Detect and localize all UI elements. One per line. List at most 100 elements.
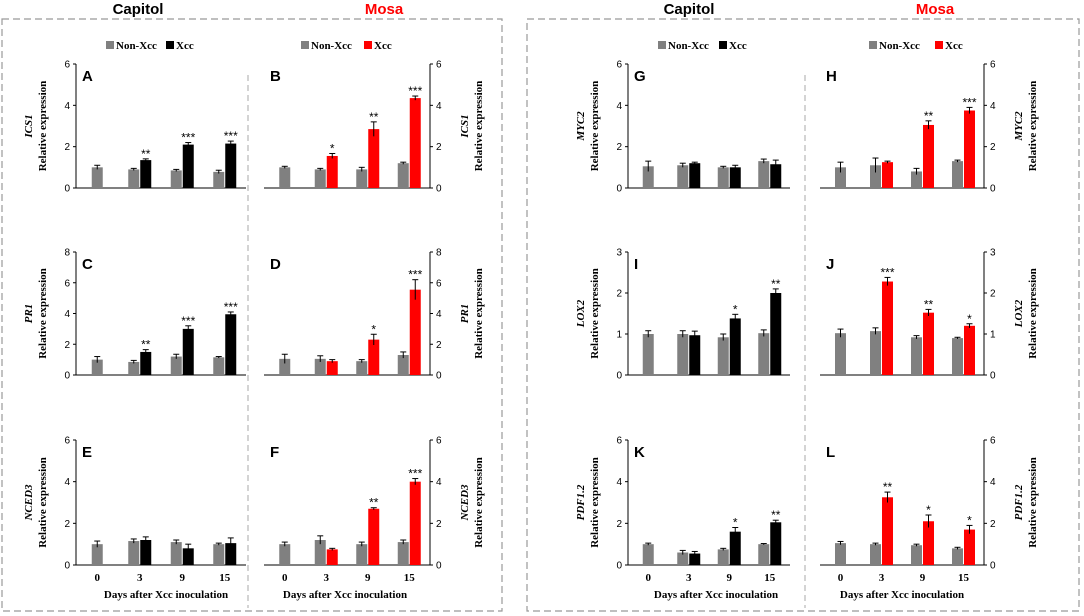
panel-K: 0 2 4 6 PDF1.2 Relative expression K 0 3 * 9 ** 15 xyxy=(575,436,790,584)
y-tick-label: 6 xyxy=(990,436,996,447)
bar-xcc xyxy=(182,328,194,375)
y-tick-label: 6 xyxy=(616,436,622,447)
x-tick-label: 9 xyxy=(180,572,186,584)
y-axis-gene-label: ICS1 xyxy=(459,114,471,138)
bar-non-xcc xyxy=(835,167,846,188)
panel-F: 0 2 4 6 NCED3 Relative expression F 0 3 ** 9 *** 15 xyxy=(264,436,485,584)
bar-non-xcc xyxy=(356,544,368,565)
header-left-mosa: Mosa xyxy=(365,1,404,18)
bar-non-xcc xyxy=(397,163,409,188)
y-tick-label: 4 xyxy=(64,309,70,320)
panel-letter: G xyxy=(634,68,646,85)
bar-non-xcc xyxy=(356,169,368,188)
panel-letter: J xyxy=(826,256,834,273)
panel-letter: B xyxy=(270,68,281,85)
bar-non-xcc xyxy=(870,331,881,375)
y-axis-gene-label: LOX2 xyxy=(1013,299,1025,328)
y-axis-title: Relative expression xyxy=(37,268,49,359)
y-tick-label: 4 xyxy=(64,101,70,112)
bar-xcc xyxy=(326,361,338,375)
bar-xcc xyxy=(923,312,934,375)
y-tick-label: 4 xyxy=(616,101,622,112)
right-group-frame xyxy=(526,18,1080,612)
bar-non-xcc xyxy=(911,337,922,375)
x-tick-label: 3 xyxy=(686,572,692,584)
bar-non-xcc xyxy=(279,358,291,375)
y-tick-label: 0 xyxy=(436,184,442,195)
bar-xcc xyxy=(326,549,338,565)
bar-xcc xyxy=(368,508,380,565)
y-tick-label: 6 xyxy=(436,436,442,447)
bar-non-xcc xyxy=(835,543,846,565)
bar-non-xcc xyxy=(870,544,881,565)
significance-label: * xyxy=(926,503,931,517)
y-tick-label: 0 xyxy=(436,371,442,382)
legend-label-treated: Xcc xyxy=(945,40,963,52)
y-tick-label: 2 xyxy=(64,519,70,530)
significance-label: *** xyxy=(224,129,238,143)
legend-swatch-treated xyxy=(719,41,727,49)
y-tick-label: 3 xyxy=(616,248,622,259)
bar-xcc xyxy=(368,339,380,375)
panel-letter: H xyxy=(826,68,837,85)
significance-label: ** xyxy=(883,480,893,494)
bar-non-xcc xyxy=(835,333,846,375)
bar-non-xcc xyxy=(170,356,182,375)
bar-non-xcc xyxy=(870,165,881,188)
y-axis-gene-label: MYC2 xyxy=(1013,111,1025,142)
bar-xcc xyxy=(964,325,975,375)
legend-swatch-control xyxy=(658,41,666,49)
bar-non-xcc xyxy=(677,334,689,375)
bar-non-xcc xyxy=(717,167,729,188)
y-axis-gene-label: MYC2 xyxy=(575,111,587,142)
y-tick-label: 1 xyxy=(990,330,996,341)
panel-letter: D xyxy=(270,256,281,273)
bar-non-xcc xyxy=(758,333,770,375)
bar-non-xcc xyxy=(642,544,654,565)
bar-non-xcc xyxy=(91,544,103,565)
legend-label-control: Non-Xcc xyxy=(668,40,709,52)
significance-label: * xyxy=(967,312,972,326)
bar-non-xcc xyxy=(356,361,368,375)
significance-label: ** xyxy=(771,508,781,522)
bar-xcc xyxy=(923,521,934,565)
significance-label: *** xyxy=(962,95,976,109)
significance-label: ** xyxy=(771,277,781,291)
bar-non-xcc xyxy=(952,338,963,375)
x-tick-label: 3 xyxy=(137,572,143,584)
bar-non-xcc xyxy=(314,540,326,565)
panel-letter: A xyxy=(82,68,93,85)
y-tick-label: 6 xyxy=(64,278,70,289)
panel-L: 0 2 4 6 PDF1.2 Relative expression L 0 ** 3 * 9 * 15 xyxy=(820,436,1039,584)
y-axis-title: Relative expression xyxy=(473,457,485,548)
panel-letter: K xyxy=(634,444,645,461)
y-tick-label: 6 xyxy=(990,60,996,71)
bar-non-xcc xyxy=(170,542,182,565)
x-tick-label: 15 xyxy=(764,572,776,584)
y-tick-label: 4 xyxy=(990,477,996,488)
significance-label: * xyxy=(733,302,738,316)
x-axis-title-E: Days after Xcc inoculation xyxy=(104,589,228,601)
bar-xcc xyxy=(140,540,152,565)
bar-xcc xyxy=(689,553,701,565)
x-axis-title-K: Days after Xcc inoculation xyxy=(654,589,778,601)
y-tick-label: 8 xyxy=(64,248,70,259)
y-tick-label: 3 xyxy=(990,248,996,259)
legend-swatch-treated xyxy=(166,41,174,49)
y-axis-gene-label: ICS1 xyxy=(23,114,35,138)
bar-non-xcc xyxy=(952,161,963,188)
significance-label: * xyxy=(733,516,738,530)
header-left-capitol: Capitol xyxy=(113,1,164,18)
bar-non-xcc xyxy=(91,359,103,375)
bar-non-xcc xyxy=(642,334,654,375)
bar-xcc xyxy=(225,543,237,565)
significance-label: ** xyxy=(369,110,379,124)
x-tick-label: 3 xyxy=(324,572,330,584)
x-axis-title-F: Days after Xcc inoculation xyxy=(283,589,407,601)
bar-non-xcc xyxy=(642,166,654,188)
legend-panel-A: Non-Xcc Xcc xyxy=(106,40,194,52)
y-axis-title: Relative expression xyxy=(473,81,485,172)
y-tick-label: 2 xyxy=(436,142,442,153)
